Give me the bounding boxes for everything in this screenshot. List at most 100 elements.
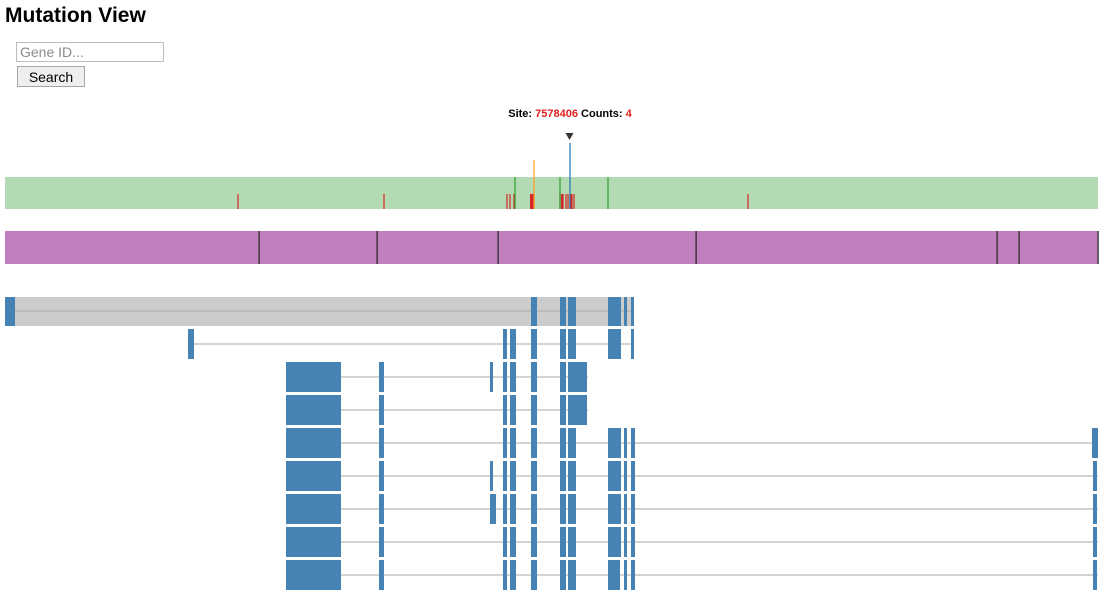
mutation-tick[interactable] — [237, 194, 239, 209]
exon[interactable] — [624, 461, 627, 491]
search-input[interactable] — [16, 42, 164, 62]
exon[interactable] — [531, 329, 537, 359]
exon[interactable] — [560, 560, 566, 590]
exon[interactable] — [510, 494, 516, 524]
exon[interactable] — [568, 494, 576, 524]
exon[interactable] — [510, 461, 516, 491]
exon[interactable] — [631, 297, 634, 326]
exon[interactable] — [631, 527, 635, 557]
exon[interactable] — [608, 560, 620, 590]
exon[interactable] — [560, 428, 566, 458]
exon[interactable] — [1093, 527, 1097, 557]
domain-boundary[interactable] — [258, 231, 260, 264]
exon[interactable] — [624, 527, 627, 557]
exon[interactable] — [560, 329, 566, 359]
exon[interactable] — [560, 395, 566, 425]
exon[interactable] — [379, 395, 384, 425]
exon[interactable] — [560, 297, 566, 326]
exon[interactable] — [531, 461, 537, 491]
exon[interactable] — [624, 560, 627, 590]
mutation-tick[interactable] — [607, 177, 609, 209]
exon[interactable] — [379, 560, 384, 590]
exon[interactable] — [1093, 461, 1097, 491]
exon[interactable] — [608, 527, 621, 557]
exon[interactable] — [510, 329, 516, 359]
exon[interactable] — [1092, 428, 1098, 458]
exon[interactable] — [503, 494, 507, 524]
exon[interactable] — [1093, 494, 1097, 524]
exon[interactable] — [568, 461, 576, 491]
mutation-tick[interactable] — [533, 160, 535, 209]
exon[interactable] — [631, 329, 634, 359]
exon[interactable] — [531, 362, 537, 392]
search-button[interactable]: Search — [17, 66, 85, 87]
exon[interactable] — [608, 461, 621, 491]
exon[interactable] — [631, 560, 635, 590]
exon[interactable] — [490, 494, 496, 524]
exon[interactable] — [286, 527, 341, 557]
mutation-tick[interactable] — [509, 194, 511, 209]
exon[interactable] — [490, 461, 493, 491]
exon[interactable] — [379, 527, 384, 557]
exon[interactable] — [560, 494, 566, 524]
exon[interactable] — [286, 461, 341, 491]
exon[interactable] — [286, 395, 341, 425]
exon[interactable] — [608, 329, 621, 359]
mutation-tick[interactable] — [530, 194, 532, 209]
mutation-tick[interactable] — [514, 177, 516, 209]
exon[interactable] — [379, 428, 384, 458]
domain-boundary[interactable] — [996, 231, 998, 264]
mutation-tick[interactable] — [573, 194, 575, 209]
domain-boundary[interactable] — [376, 231, 378, 264]
exon[interactable] — [531, 428, 537, 458]
exon[interactable] — [286, 428, 341, 458]
exon[interactable] — [510, 362, 516, 392]
domain-boundary[interactable] — [695, 231, 697, 264]
exon[interactable] — [503, 461, 507, 491]
mutation-tick[interactable] — [561, 194, 563, 209]
domain-boundary[interactable] — [1097, 231, 1099, 264]
mutation-tick[interactable] — [513, 194, 515, 209]
exon[interactable] — [490, 362, 493, 392]
exon[interactable] — [560, 362, 566, 392]
exon[interactable] — [188, 329, 194, 359]
exon[interactable] — [568, 362, 587, 392]
exon[interactable] — [631, 494, 635, 524]
exon[interactable] — [560, 461, 566, 491]
mutation-tick[interactable] — [565, 194, 567, 209]
mutation-tick[interactable] — [383, 194, 385, 209]
exon[interactable] — [531, 527, 537, 557]
exon[interactable] — [624, 297, 627, 326]
mutation-tick-selected[interactable] — [569, 143, 571, 209]
exon[interactable] — [631, 461, 635, 491]
exon[interactable] — [5, 297, 15, 326]
mutation-tick[interactable] — [567, 194, 569, 209]
exon[interactable] — [608, 428, 621, 458]
exon[interactable] — [510, 395, 516, 425]
exon[interactable] — [510, 527, 516, 557]
exon[interactable] — [608, 494, 621, 524]
mutation-tick[interactable] — [506, 194, 508, 209]
exon[interactable] — [286, 560, 341, 590]
mutation-tick[interactable] — [532, 194, 534, 209]
exon[interactable] — [568, 395, 587, 425]
exon[interactable] — [503, 428, 507, 458]
exon[interactable] — [503, 362, 507, 392]
exon[interactable] — [503, 395, 507, 425]
exon[interactable] — [531, 297, 537, 326]
exon[interactable] — [503, 560, 507, 590]
exon[interactable] — [531, 560, 537, 590]
exon[interactable] — [568, 297, 576, 326]
exon[interactable] — [624, 494, 627, 524]
exon[interactable] — [608, 297, 621, 326]
exon[interactable] — [503, 527, 507, 557]
exon[interactable] — [568, 527, 576, 557]
exon[interactable] — [568, 560, 576, 590]
exon[interactable] — [568, 428, 576, 458]
exon[interactable] — [379, 494, 384, 524]
exon[interactable] — [531, 395, 537, 425]
mutation-tick[interactable] — [747, 194, 749, 209]
exon[interactable] — [379, 362, 384, 392]
exon[interactable] — [286, 494, 341, 524]
mutation-tick[interactable] — [559, 177, 561, 209]
